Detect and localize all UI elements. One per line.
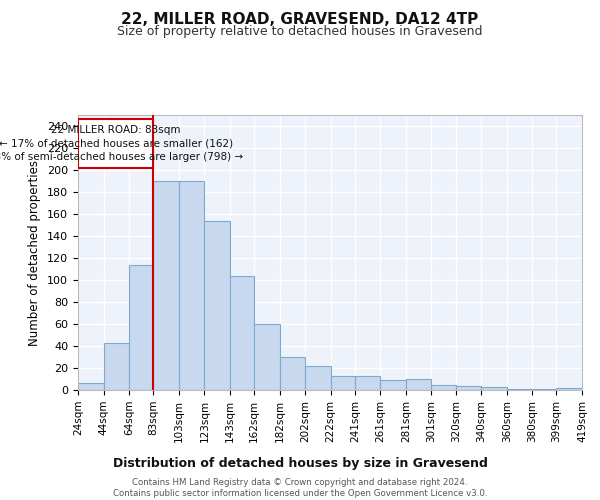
Bar [153, 181, 179, 390]
Bar [254, 324, 280, 390]
Bar [280, 357, 305, 390]
Bar [481, 386, 507, 390]
Bar [179, 181, 205, 390]
Bar [104, 342, 129, 390]
Y-axis label: Number of detached properties: Number of detached properties [28, 160, 41, 346]
FancyBboxPatch shape [78, 120, 153, 168]
Text: Size of property relative to detached houses in Gravesend: Size of property relative to detached ho… [117, 25, 483, 38]
Bar [331, 376, 355, 390]
Bar [406, 379, 431, 390]
Bar [205, 220, 230, 390]
Bar [556, 388, 582, 390]
Text: 22, MILLER ROAD, GRAVESEND, DA12 4TP: 22, MILLER ROAD, GRAVESEND, DA12 4TP [121, 12, 479, 28]
Bar [507, 389, 532, 390]
Text: 22 MILLER ROAD: 83sqm: 22 MILLER ROAD: 83sqm [51, 126, 181, 136]
Bar [230, 276, 254, 390]
Bar [78, 384, 104, 390]
Text: ← 17% of detached houses are smaller (162): ← 17% of detached houses are smaller (16… [0, 138, 233, 148]
Bar [455, 386, 481, 390]
Text: Contains HM Land Registry data © Crown copyright and database right 2024.
Contai: Contains HM Land Registry data © Crown c… [113, 478, 487, 498]
Bar [431, 384, 455, 390]
Text: 83% of semi-detached houses are larger (798) →: 83% of semi-detached houses are larger (… [0, 152, 243, 162]
Bar [129, 264, 153, 390]
Text: Distribution of detached houses by size in Gravesend: Distribution of detached houses by size … [113, 458, 487, 470]
Bar [380, 380, 406, 390]
Bar [532, 389, 556, 390]
Bar [355, 376, 380, 390]
Bar [305, 366, 331, 390]
